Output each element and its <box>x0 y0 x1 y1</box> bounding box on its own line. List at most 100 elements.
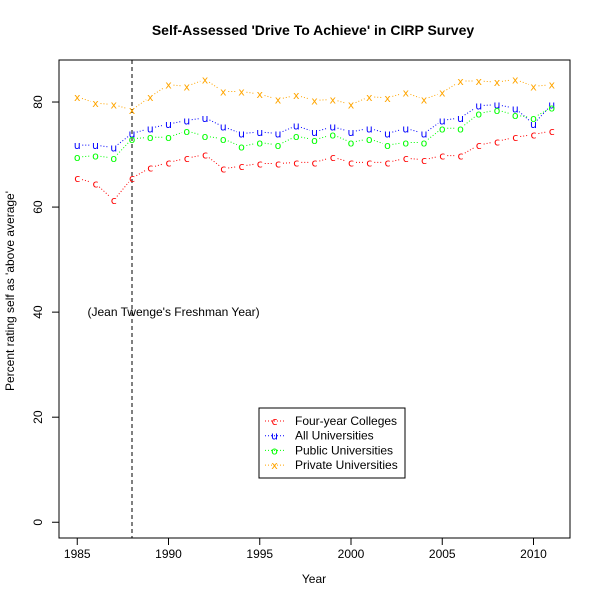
data-point-1992: u <box>202 112 209 125</box>
series-segment <box>81 97 91 102</box>
data-point-2005: x <box>439 87 446 100</box>
data-point-1995: c <box>257 157 263 170</box>
series-segment <box>208 157 220 167</box>
series-segment <box>135 99 147 108</box>
data-point-2003: x <box>402 87 409 100</box>
series-segment <box>81 179 91 183</box>
data-point-2003: o <box>402 136 409 149</box>
data-point-1994: c <box>238 160 244 173</box>
series-segment <box>501 105 511 108</box>
series-public-universities: o o oo o o o o oo o oo o oo o o o oo oo o o oo <box>74 101 556 165</box>
series-segment <box>227 127 237 133</box>
x-tick-label-2010: 2010 <box>520 547 547 561</box>
data-point-1993: x <box>220 86 227 99</box>
data-point-1998: u <box>311 126 318 139</box>
data-point-2001: c <box>366 156 372 169</box>
data-point-2008: o <box>494 104 501 117</box>
data-point-1985: c <box>74 172 80 185</box>
series-segment <box>154 163 164 167</box>
data-point-1987: c <box>111 194 117 207</box>
data-point-1993: o <box>220 133 227 146</box>
series-segment <box>319 158 329 162</box>
series-segment <box>483 141 493 145</box>
series-segment <box>136 129 146 133</box>
y-tick-label-40: 40 <box>31 305 45 319</box>
data-point-2004: u <box>421 128 428 141</box>
series-segment <box>282 127 292 133</box>
series-segment <box>464 147 475 154</box>
series-segment <box>337 158 347 162</box>
series-segment <box>427 130 439 140</box>
series-segment <box>155 124 164 128</box>
legend: c Four-year Colleges u All Universities o Pub… <box>258 407 406 479</box>
data-point-1997: u <box>293 120 300 133</box>
data-point-1994: o <box>238 141 245 154</box>
data-point-2002: c <box>384 156 390 169</box>
data-point-1985: o <box>74 151 81 164</box>
data-point-1992: x <box>202 73 209 86</box>
data-point-2002: u <box>384 128 391 141</box>
data-point-2009: x <box>512 73 519 86</box>
data-point-1990: x <box>165 79 172 92</box>
x-tick-label-2005: 2005 <box>429 547 456 561</box>
series-segment <box>173 84 182 87</box>
data-point-1994: x <box>238 86 245 99</box>
series-segment <box>246 163 255 166</box>
data-point-1985: x <box>74 91 81 104</box>
data-point-1993: c <box>220 163 226 176</box>
series-segment <box>227 140 238 146</box>
series-segment <box>301 136 310 140</box>
y-axis: 0 20 40 60 80 <box>31 95 59 526</box>
legend-label-1: All Universities <box>295 429 374 443</box>
data-point-2006: c <box>457 150 463 163</box>
series-segment <box>373 129 383 133</box>
data-point-1993: u <box>220 121 227 134</box>
plot-frame <box>58 59 571 539</box>
data-point-2008: x <box>494 76 501 89</box>
series-segment <box>136 137 146 139</box>
series-segment <box>264 95 274 99</box>
series-segment <box>392 93 402 97</box>
legend-symbol-2: o <box>271 444 278 457</box>
data-point-2005: c <box>439 150 445 163</box>
data-point-1997: o <box>293 130 300 143</box>
data-point-2011: u <box>548 99 555 112</box>
data-point-2011: o <box>548 101 555 114</box>
data-point-1989: o <box>147 131 154 144</box>
data-point-2006: x <box>457 75 464 88</box>
data-point-1999: c <box>330 151 336 164</box>
series-segment <box>392 142 401 145</box>
series-segment <box>100 155 109 159</box>
data-point-1995: o <box>256 136 263 149</box>
series-segment <box>191 155 201 158</box>
series-segment <box>337 100 347 104</box>
series-segment <box>282 137 292 144</box>
series-segment <box>209 119 219 125</box>
series-segment <box>410 129 420 133</box>
data-point-1997: x <box>293 89 300 102</box>
series-segment <box>319 127 329 132</box>
data-point-1991: c <box>184 152 190 165</box>
series-segment <box>464 116 476 126</box>
series-segment <box>264 131 274 134</box>
data-point-1991: u <box>183 114 190 127</box>
data-point-2009: c <box>512 131 518 144</box>
data-point-2001: x <box>366 91 373 104</box>
series-segment <box>264 142 274 145</box>
series-segment <box>100 103 109 105</box>
data-point-1987: o <box>110 152 117 165</box>
data-point-2000: c <box>348 156 354 169</box>
series-segment <box>98 186 111 198</box>
y-axis-label: Percent rating self as 'above average' <box>3 191 17 391</box>
x-tick-label-2000: 2000 <box>338 547 365 561</box>
data-point-2011: c <box>549 125 555 138</box>
series-segment <box>246 143 255 147</box>
series-segment <box>100 145 109 148</box>
series-segment <box>173 120 182 124</box>
data-point-1990: c <box>165 156 171 169</box>
data-point-2008: c <box>494 135 500 148</box>
data-point-1996: c <box>275 157 281 170</box>
series-segment <box>209 136 219 139</box>
series-segment <box>116 181 130 197</box>
